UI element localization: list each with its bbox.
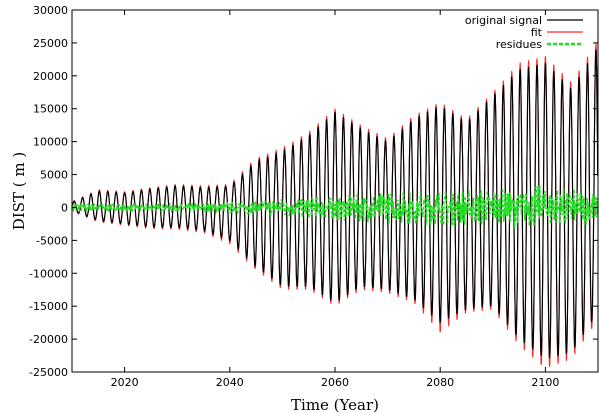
series-residues xyxy=(71,185,599,228)
y-tick-label: 5000 xyxy=(40,169,68,182)
legend-label-residues: residues xyxy=(496,38,543,51)
y-tick-label: -25000 xyxy=(29,366,68,379)
legend-label-fit: fit xyxy=(531,26,543,39)
x-tick-label: 2080 xyxy=(426,376,454,389)
y-tick-label: 10000 xyxy=(33,136,68,149)
y-tick-label: 30000 xyxy=(33,4,68,17)
x-tick-label: 2100 xyxy=(531,376,559,389)
x-tick-label: 2040 xyxy=(216,376,244,389)
x-tick-label: 2020 xyxy=(111,376,139,389)
y-tick-label: 25000 xyxy=(33,37,68,50)
y-tick-label: 15000 xyxy=(33,103,68,116)
y-tick-label: 0 xyxy=(61,201,68,214)
legend: original signal fit residues xyxy=(465,14,583,51)
y-tick-label: -10000 xyxy=(29,267,68,280)
legend-label-original-signal: original signal xyxy=(465,14,542,27)
y-tick-label: -5000 xyxy=(36,234,68,247)
series-original-signal xyxy=(71,49,599,358)
x-tick-label: 2060 xyxy=(321,376,349,389)
y-axis-label: DIST ( m ) xyxy=(10,152,28,230)
axis-ticks: -25000 -20000 -15000 -10000 -5000 0 5000 10000 1… xyxy=(29,4,598,389)
y-tick-label: 20000 xyxy=(33,70,68,83)
y-tick-label: -15000 xyxy=(29,300,68,313)
plot-lines xyxy=(71,42,599,368)
x-axis-label: Time (Year) xyxy=(291,396,379,413)
y-tick-label: -20000 xyxy=(29,333,68,346)
